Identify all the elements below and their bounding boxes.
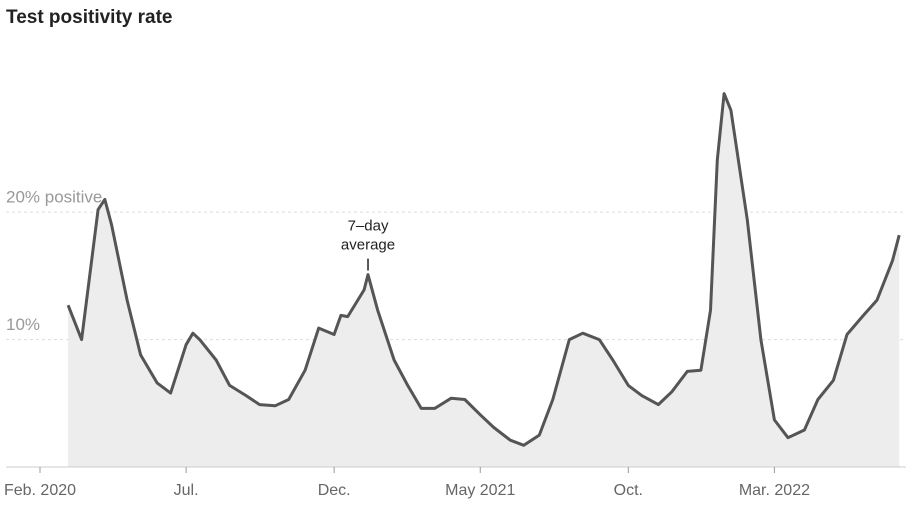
x-tick-label: Mar. 2022	[739, 482, 810, 499]
x-tick-label: Oct.	[614, 482, 643, 499]
y-tick-label: 10%	[6, 315, 40, 334]
chart-title: Test positivity rate	[6, 7, 172, 28]
x-tick-label: Jul.	[174, 482, 199, 499]
x-tick-label: Feb. 2020	[4, 482, 76, 499]
x-tick-label: Dec.	[318, 482, 351, 499]
x-tick-label: May 2021	[445, 482, 515, 499]
area	[68, 93, 900, 467]
y-tick-label: 20% positive	[6, 188, 102, 207]
annotation: average	[341, 237, 395, 254]
annotation: 7–day	[348, 218, 389, 235]
line	[66, 92, 901, 447]
